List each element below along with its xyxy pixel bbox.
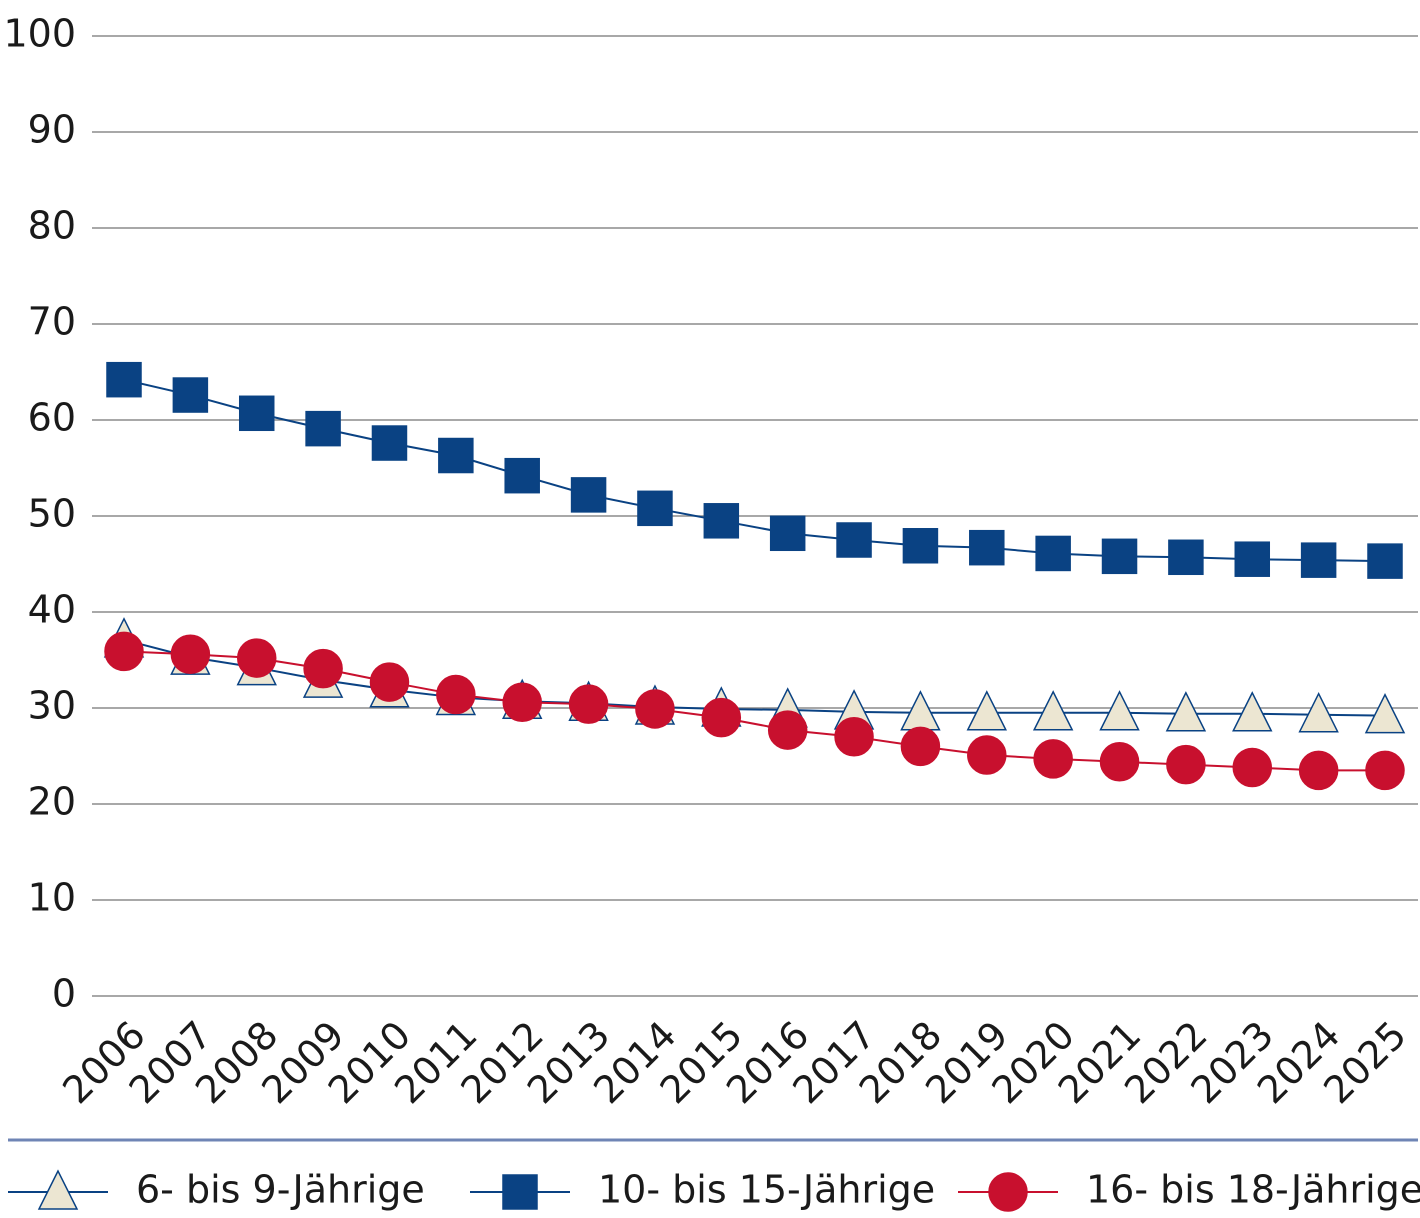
legend-label: 16- bis 18-Jährige — [1086, 1168, 1420, 1212]
marker — [1165, 691, 1207, 732]
y-tick-label: 10 — [28, 876, 76, 920]
marker — [369, 662, 410, 702]
marker — [568, 684, 609, 724]
marker — [438, 437, 474, 474]
marker — [238, 395, 275, 432]
marker — [106, 361, 142, 398]
marker — [701, 697, 742, 738]
y-tick-label: 30 — [28, 684, 76, 728]
legend-marker — [502, 1174, 538, 1210]
marker — [436, 674, 476, 715]
marker — [834, 717, 874, 757]
marker — [767, 710, 808, 750]
y-tick-label: 100 — [3, 12, 76, 56]
marker — [504, 457, 540, 494]
y-tick-label: 20 — [28, 780, 76, 824]
marker — [236, 638, 277, 678]
legend-marker — [988, 1172, 1028, 1212]
marker — [1032, 690, 1074, 731]
marker — [1166, 744, 1206, 785]
legend-label: 10- bis 15-Jährige — [598, 1168, 935, 1212]
marker — [1099, 690, 1140, 731]
marker — [635, 689, 675, 729]
marker — [1298, 692, 1339, 733]
marker — [1168, 539, 1204, 576]
marker — [966, 690, 1008, 731]
marker — [1367, 543, 1403, 579]
marker — [1234, 541, 1271, 577]
marker — [1298, 750, 1339, 791]
marker — [769, 515, 806, 552]
marker — [1099, 742, 1140, 782]
y-tick-label: 40 — [28, 588, 76, 632]
marker — [1232, 747, 1273, 788]
marker — [900, 690, 941, 731]
marker — [1365, 750, 1405, 791]
marker — [1035, 535, 1071, 572]
y-tick-label: 50 — [28, 492, 76, 536]
marker — [703, 503, 740, 539]
marker — [1101, 538, 1138, 575]
legend-label: 6- bis 9-Jährige — [136, 1168, 425, 1212]
y-tick-label: 80 — [28, 204, 76, 248]
marker — [570, 477, 607, 513]
y-tick-label: 70 — [28, 300, 76, 344]
marker — [1232, 691, 1273, 732]
y-tick-label: 60 — [28, 396, 76, 440]
marker — [1033, 739, 1073, 779]
marker — [170, 634, 211, 674]
marker — [1364, 693, 1406, 734]
marker — [303, 648, 343, 689]
marker — [836, 522, 872, 558]
marker — [502, 682, 542, 722]
y-tick-label: 0 — [52, 972, 76, 1016]
marker — [900, 726, 941, 767]
y-tick-label: 90 — [28, 108, 76, 152]
legend-marker — [37, 1169, 79, 1210]
marker — [104, 631, 144, 672]
marker — [969, 529, 1005, 566]
series-line — [123, 378, 1386, 563]
marker — [637, 490, 673, 527]
marker — [967, 735, 1007, 775]
marker — [371, 425, 408, 461]
marker — [172, 377, 209, 413]
marker — [902, 528, 939, 564]
marker — [1300, 542, 1337, 578]
marker — [305, 410, 341, 447]
